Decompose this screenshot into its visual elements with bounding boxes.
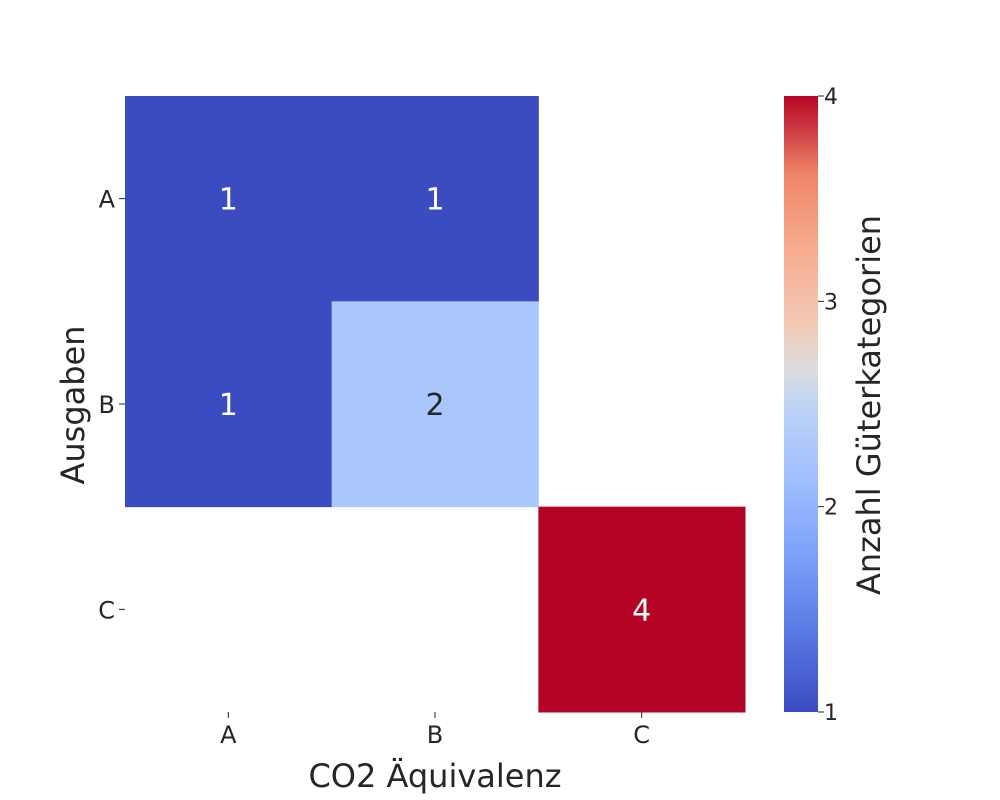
x-axis-ticks: A B C bbox=[220, 712, 650, 749]
cell-value-label: 2 bbox=[425, 388, 444, 423]
y-tick-label: C bbox=[98, 596, 115, 624]
colorbar-tick-label: 2 bbox=[824, 496, 838, 521]
colorbar-tick-label: 4 bbox=[824, 85, 838, 110]
y-tick-label: A bbox=[99, 186, 116, 214]
colorbar-ticks: 1 2 3 4 bbox=[818, 85, 838, 726]
y-axis-label: Ausgaben bbox=[54, 325, 92, 484]
y-tick-label: B bbox=[99, 391, 115, 419]
cell-value-label: 1 bbox=[219, 183, 238, 218]
x-tick-label: B bbox=[427, 721, 443, 749]
cell-value-label: 1 bbox=[425, 183, 444, 218]
heatmap-cell-B-B bbox=[331, 301, 539, 508]
x-axis-label: CO2 Äquivalenz bbox=[308, 757, 561, 795]
x-tick-label: A bbox=[220, 721, 237, 749]
x-tick-label: C bbox=[633, 721, 650, 749]
heatmap-cell-B-A bbox=[125, 301, 333, 508]
colorbar-tick-label: 1 bbox=[824, 701, 838, 726]
colorbar-label: Anzahl Güterkategorien bbox=[850, 215, 888, 595]
heatmap-cell-A-A bbox=[125, 96, 333, 302]
heatmap-cell-labels: 1 1 1 2 4 bbox=[219, 183, 651, 629]
colorbar: 1 2 3 4 Anzahl Güterkategorien bbox=[784, 85, 888, 726]
heatmap-cell-A-B bbox=[331, 96, 539, 302]
colorbar-tick-label: 3 bbox=[824, 290, 838, 315]
cell-value-label: 4 bbox=[632, 593, 651, 628]
y-axis-ticks: A B C bbox=[98, 186, 125, 624]
colorbar-gradient bbox=[784, 96, 818, 712]
heatmap-cells bbox=[125, 96, 746, 713]
heatmap-cell-C-C bbox=[538, 506, 746, 713]
cell-value-label: 1 bbox=[219, 388, 238, 423]
